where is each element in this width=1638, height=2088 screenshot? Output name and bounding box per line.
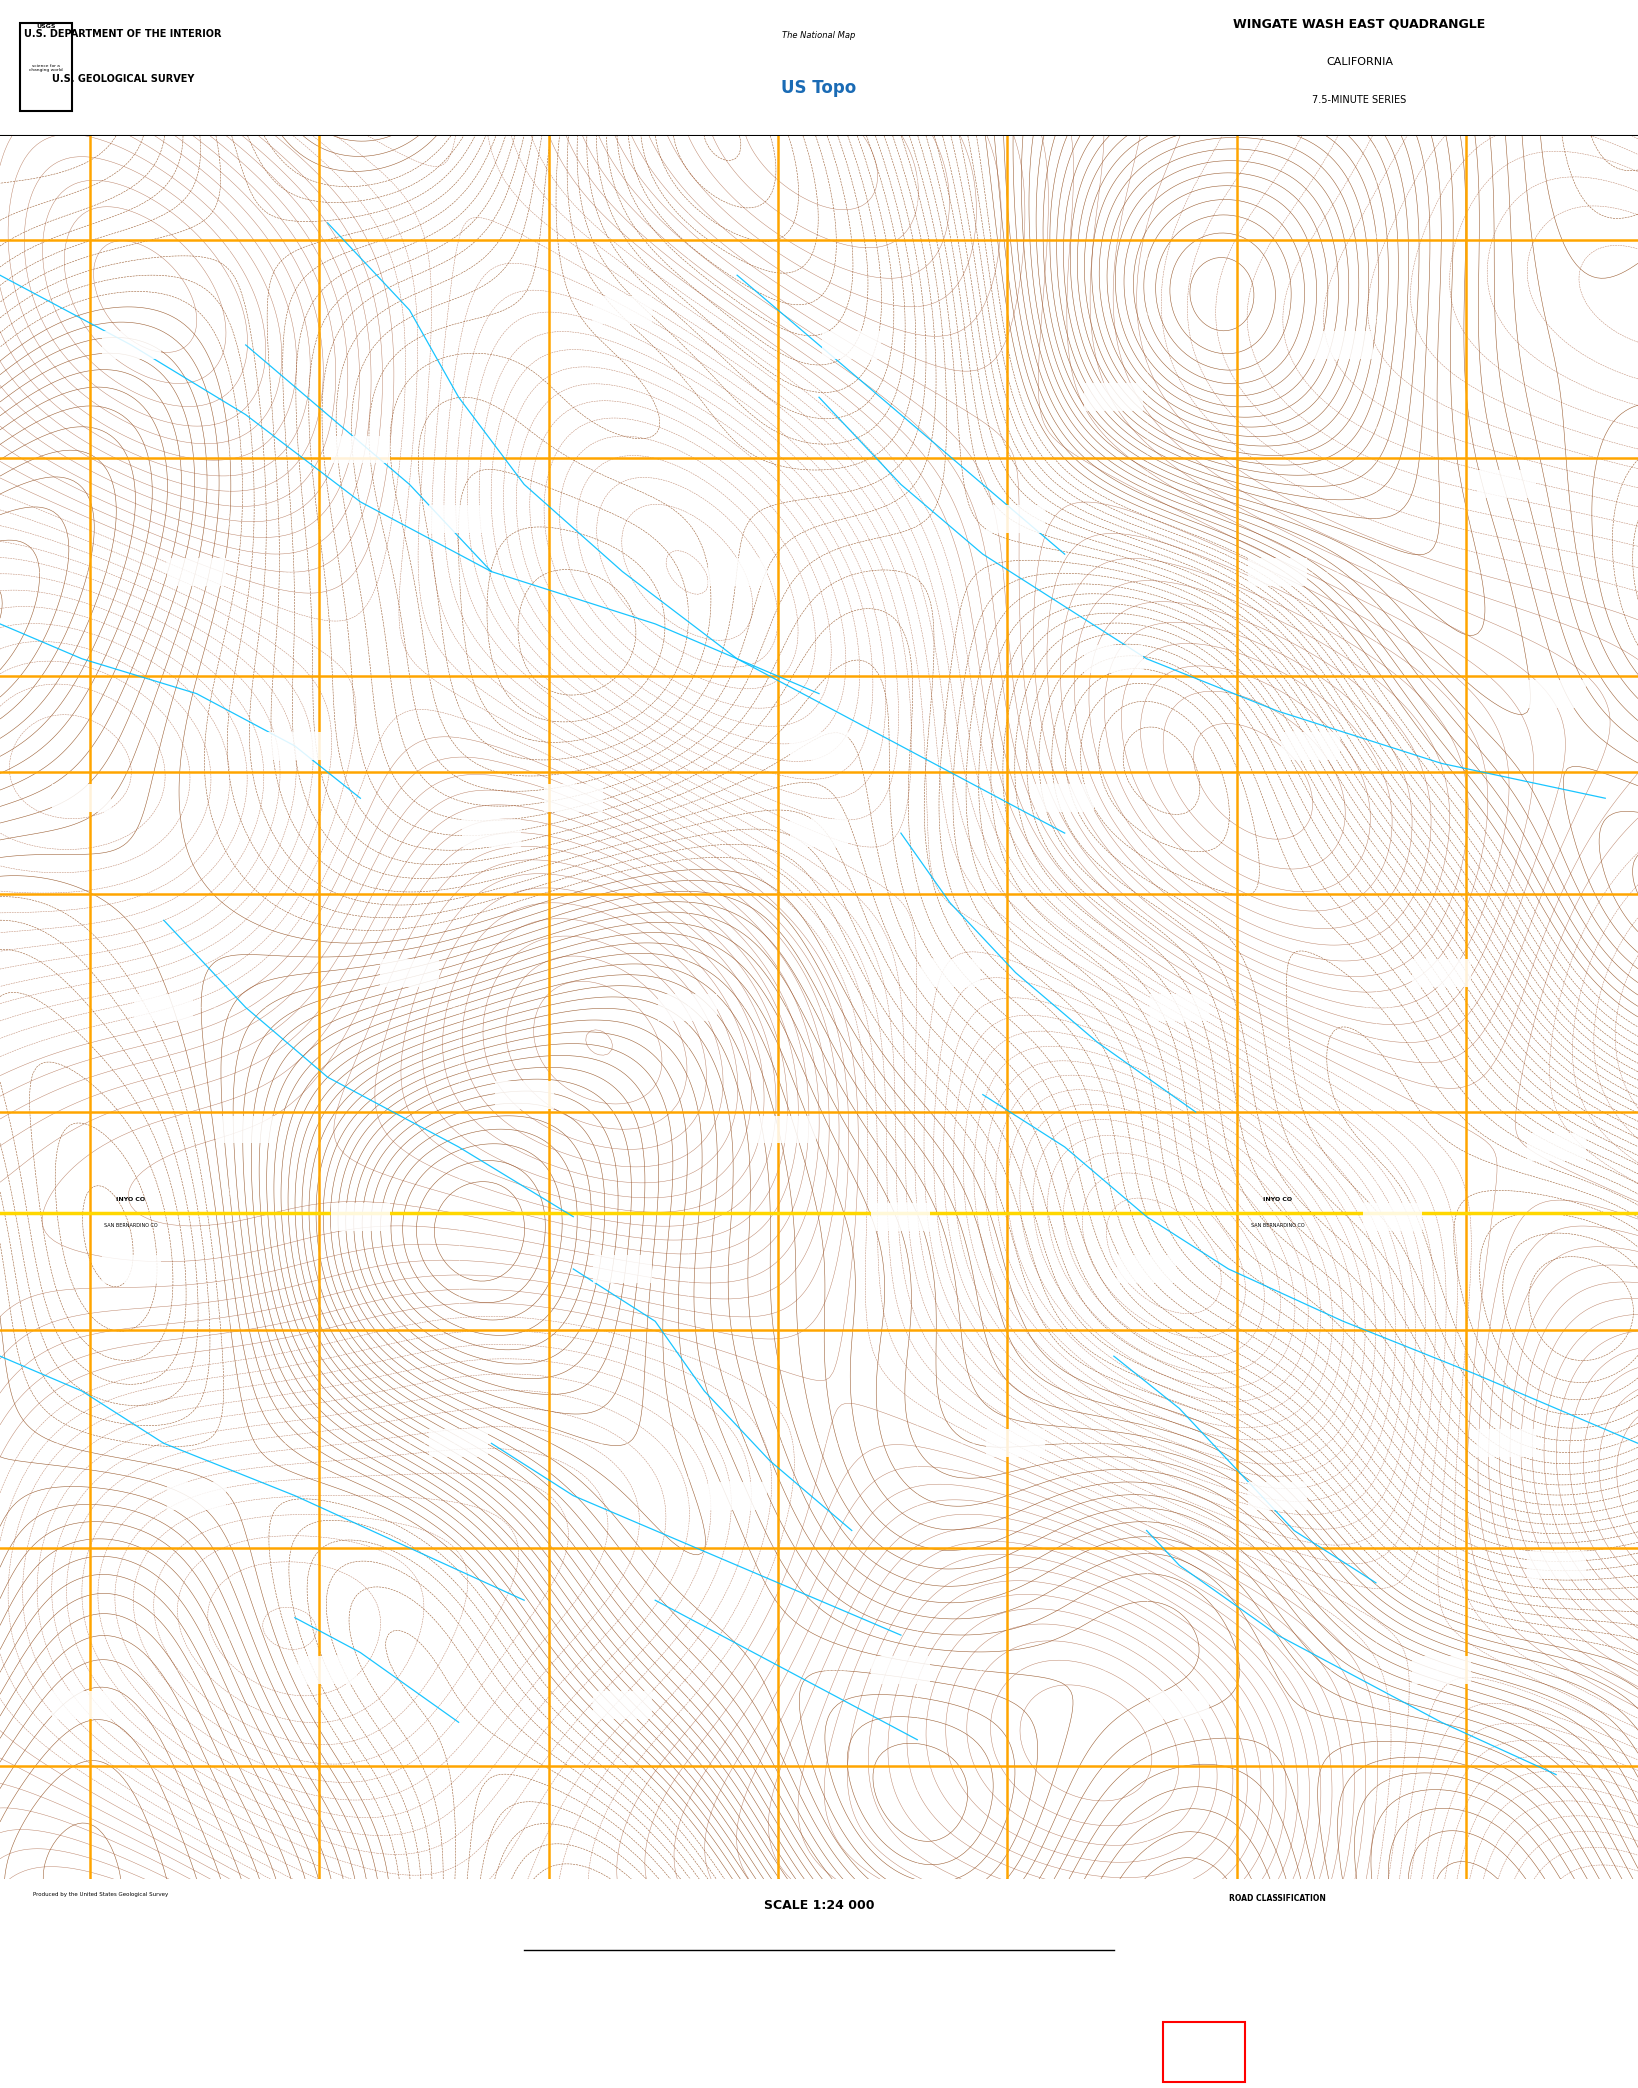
Bar	[52, 1691, 111, 1718]
Text: WINGATE WASH EAST QUADRANGLE: WINGATE WASH EAST QUADRANGLE	[1233, 19, 1486, 31]
Bar	[1477, 470, 1536, 499]
Text: CALIFORNIA: CALIFORNIA	[1327, 58, 1392, 67]
Bar	[658, 994, 717, 1021]
Bar	[265, 733, 324, 760]
Bar	[1035, 785, 1094, 812]
Bar	[1163, 2021, 1245, 2082]
Bar	[52, 785, 111, 812]
Bar	[331, 1203, 390, 1230]
Text: INYO CO: INYO CO	[116, 1196, 146, 1203]
Text: ROAD CLASSIFICATION: ROAD CLASSIFICATION	[1228, 1894, 1327, 1902]
Text: INYO CO: INYO CO	[1263, 1196, 1292, 1203]
Bar	[986, 505, 1045, 532]
Text: 7.5-MINUTE SERIES: 7.5-MINUTE SERIES	[1312, 96, 1407, 104]
Bar	[593, 1691, 652, 1718]
Text: U.S. GEOLOGICAL SURVEY: U.S. GEOLOGICAL SURVEY	[52, 73, 193, 84]
Bar	[1084, 645, 1143, 672]
Bar	[1150, 1691, 1209, 1718]
Bar	[331, 436, 390, 464]
Bar	[167, 1482, 226, 1510]
Text: SCALE 1:24 000: SCALE 1:24 000	[763, 1898, 875, 1913]
Bar	[708, 1482, 767, 1510]
Text: SAN BERNARDINO CO: SAN BERNARDINO CO	[105, 1224, 157, 1228]
Text: CA: CA	[1007, 2044, 1024, 2053]
Bar	[1117, 1255, 1176, 1282]
Bar	[1477, 1430, 1536, 1457]
Bar	[20, 23, 72, 111]
Text: SAN BERNARDINO CO: SAN BERNARDINO CO	[1251, 1224, 1304, 1228]
Bar	[986, 1430, 1045, 1457]
Bar	[1412, 958, 1471, 986]
Bar	[1084, 384, 1143, 411]
Bar	[871, 1656, 930, 1683]
Bar	[921, 958, 980, 986]
Bar	[1314, 332, 1373, 359]
Bar	[216, 1115, 275, 1144]
Text: US Topo: US Topo	[781, 79, 857, 98]
Bar	[1248, 557, 1307, 585]
Text: science for a
changing world: science for a changing world	[29, 63, 62, 73]
Text: Produced by the United States Geological Survey: Produced by the United States Geological…	[33, 1892, 169, 1898]
Bar	[1412, 1656, 1471, 1683]
Bar	[380, 958, 439, 986]
Bar	[298, 1656, 357, 1683]
Bar	[1527, 1134, 1586, 1161]
Bar	[1363, 1203, 1422, 1230]
Bar	[593, 296, 652, 324]
Bar	[102, 332, 161, 359]
Bar	[462, 818, 521, 848]
Bar	[495, 1082, 554, 1109]
Bar	[1527, 681, 1586, 708]
Bar	[790, 818, 848, 848]
Bar	[593, 1255, 652, 1282]
Bar	[822, 332, 881, 359]
Bar	[167, 557, 226, 585]
Bar	[871, 1203, 930, 1230]
Text: USGS: USGS	[36, 25, 56, 29]
Text: The National Map: The National Map	[783, 31, 855, 40]
Bar	[757, 1115, 816, 1144]
Bar	[1527, 1551, 1586, 1579]
Bar	[1248, 1482, 1307, 1510]
Bar	[544, 785, 603, 812]
Bar	[1150, 994, 1209, 1021]
Bar	[102, 1255, 161, 1282]
Bar	[790, 733, 848, 760]
Bar	[1281, 733, 1340, 760]
Bar	[429, 505, 488, 532]
Text: U.S. DEPARTMENT OF THE INTERIOR: U.S. DEPARTMENT OF THE INTERIOR	[25, 29, 221, 40]
Bar	[429, 1430, 488, 1457]
Bar	[134, 994, 193, 1021]
Bar	[708, 557, 767, 585]
